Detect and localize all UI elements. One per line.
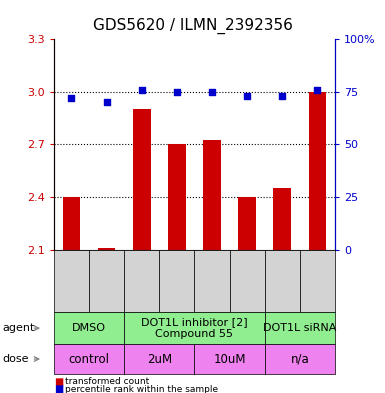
Bar <box>238 197 256 250</box>
Bar <box>133 109 151 250</box>
Text: dose: dose <box>2 354 28 364</box>
Point <box>69 95 75 101</box>
Text: GDS5620 / ILMN_2392356: GDS5620 / ILMN_2392356 <box>92 18 293 34</box>
Text: DOT1L inhibitor [2]
Compound 55: DOT1L inhibitor [2] Compound 55 <box>141 318 248 339</box>
Point <box>244 93 250 99</box>
Point <box>209 89 215 95</box>
Text: agent: agent <box>2 323 34 333</box>
Bar <box>309 92 326 250</box>
Point <box>279 93 285 99</box>
Text: DOT1L siRNA: DOT1L siRNA <box>263 323 336 333</box>
Point <box>139 86 145 93</box>
Text: percentile rank within the sample: percentile rank within the sample <box>65 385 219 393</box>
Bar <box>203 140 221 250</box>
Bar <box>98 248 116 250</box>
Point <box>104 99 110 105</box>
Bar <box>273 188 291 250</box>
Text: control: control <box>69 353 109 365</box>
Text: DMSO: DMSO <box>72 323 106 333</box>
Text: n/a: n/a <box>290 353 309 365</box>
Bar <box>63 197 80 250</box>
Point <box>174 89 180 95</box>
Text: ■: ■ <box>54 384 63 393</box>
Text: ■: ■ <box>54 377 63 387</box>
Text: 2uM: 2uM <box>147 353 172 365</box>
Text: 10uM: 10uM <box>213 353 246 365</box>
Point <box>314 86 320 93</box>
Bar <box>168 144 186 250</box>
Text: transformed count: transformed count <box>65 378 150 386</box>
